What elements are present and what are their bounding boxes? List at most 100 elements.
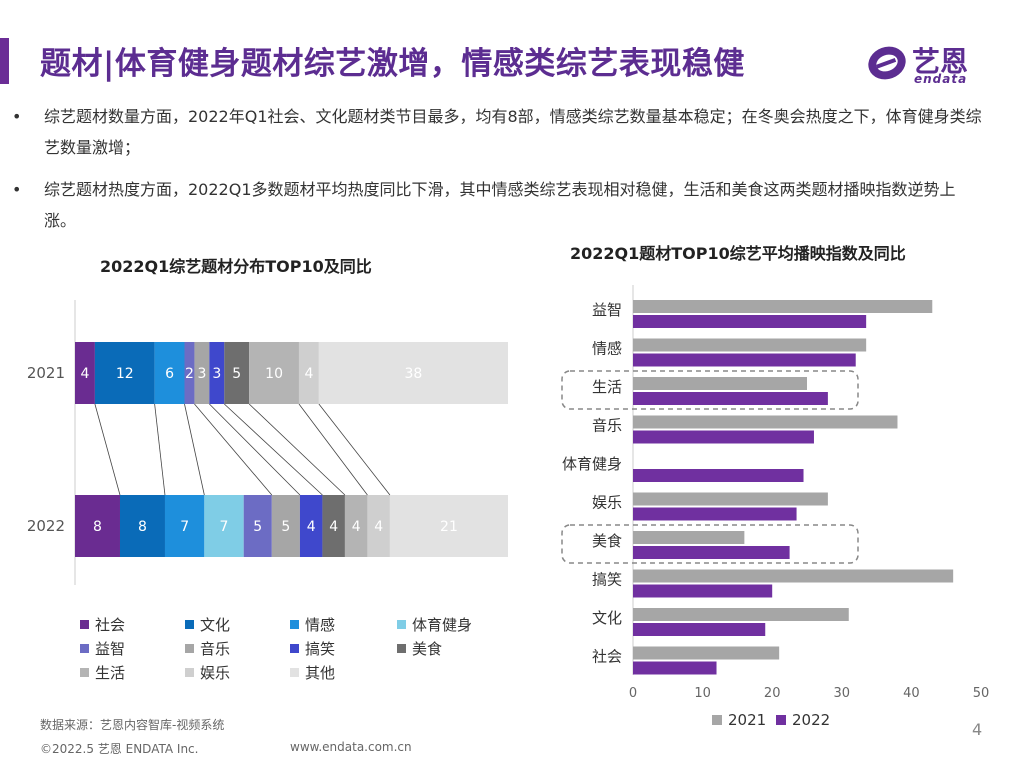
segment-value-label: 4 (307, 519, 316, 535)
stacked-bar-segment (194, 342, 210, 404)
segment-value-label: 12 (116, 366, 134, 382)
segment-value-label: 3 (197, 366, 206, 382)
topic-distribution-chart: 2021 4 12 6 2 3 3 5 10 4 382022 8 8 7 7 5 5 4 4 4 4 21社会 文化 情感体… (27, 300, 508, 682)
connector-line (298, 403, 368, 496)
legend-swatch (80, 644, 89, 653)
segment-value-label: 5 (253, 519, 262, 535)
highlight-box (561, 370, 859, 410)
legend-label: 娱乐 (200, 664, 230, 682)
legend-label: 社会 (95, 616, 125, 634)
x-tick-label: 10 (694, 686, 711, 701)
page-number: 4 (972, 720, 983, 739)
connector-line (184, 403, 205, 496)
stacked-bar-segment (318, 342, 508, 404)
category-label: 社会 (592, 648, 622, 666)
connector-line (154, 403, 166, 496)
stacked-bar-segment (298, 342, 319, 404)
legend-swatch (397, 620, 406, 629)
bar-2022 (633, 392, 828, 405)
category-label: 娱乐 (592, 494, 622, 512)
stacked-bar-segment (299, 495, 323, 557)
bar-2022 (633, 353, 856, 367)
segment-value-label: 4 (352, 519, 361, 535)
logo-english-text: endata (914, 72, 968, 86)
bar-2022 (633, 623, 766, 636)
page-title: 题材|体育健身题材综艺激增，情感类综艺表现稳健 (40, 46, 745, 82)
category-label: 体育健身 (562, 455, 622, 473)
legend-label: 2022 (792, 711, 830, 729)
category-label: 益智 (592, 301, 622, 319)
category-label: 情感 (592, 340, 622, 358)
x-tick-label: 40 (903, 686, 920, 701)
bullet-text-1: 综艺题材数量方面，2022年Q1社会、文化题材类节目最多，均有8部，情感类综艺数… (44, 107, 982, 157)
stacked-bar-segment (75, 495, 120, 557)
segment-value-label: 7 (220, 519, 229, 535)
stacked-bar-segment (75, 342, 95, 404)
bar-2021 (633, 300, 933, 313)
highlight-box (561, 524, 859, 564)
legend-swatch (290, 644, 299, 653)
segment-value-label: 7 (180, 519, 189, 535)
bar-2021 (633, 338, 867, 352)
legend-label: 生活 (95, 664, 125, 682)
bullet-marker: • (12, 107, 22, 126)
stacked-bar-segment (271, 495, 300, 557)
stacked-bar-segment (204, 495, 244, 557)
bar-2021 (633, 531, 745, 544)
segment-value-label: 2 (185, 366, 194, 382)
stacked-bar-segment (209, 342, 225, 404)
legend-swatch (80, 620, 89, 629)
bar-2022 (633, 507, 797, 521)
bar-2022 (633, 661, 717, 675)
bar-2022 (633, 584, 773, 598)
copyright-text: ©2022.5 艺恩 ENDATA Inc. (40, 742, 199, 756)
connector-line (248, 403, 346, 496)
segment-value-label: 6 (165, 366, 174, 382)
stacked-bar-segment (154, 342, 185, 404)
legend-swatch (185, 668, 194, 677)
segment-value-label: 3 (212, 366, 221, 382)
stacked-bar-segment (184, 342, 195, 404)
title-accent-bar (0, 38, 9, 84)
stacked-bar-segment (119, 495, 165, 557)
segment-value-label: 10 (265, 366, 283, 382)
legend-label: 其他 (305, 664, 335, 682)
stacked-bar-segment (164, 495, 205, 557)
segment-value-label: 38 (405, 366, 423, 382)
right-chart-title: 2022Q1题材TOP10综艺平均播映指数及同比 (570, 244, 906, 263)
row-label: 2021 (27, 364, 65, 382)
connector-line (94, 403, 121, 496)
segment-value-label: 21 (440, 519, 458, 535)
segment-value-label: 5 (281, 519, 290, 535)
left-chart-title: 2022Q1综艺题材分布TOP10及同比 (100, 257, 372, 276)
segment-value-label: 4 (329, 519, 338, 535)
stacked-bar-segment (344, 495, 368, 557)
legend-label: 体育健身 (412, 616, 472, 634)
segment-value-label: 8 (93, 519, 102, 535)
legend-swatch (397, 644, 406, 653)
category-label: 搞笑 (592, 571, 622, 589)
bar-2022 (633, 430, 814, 444)
legend-swatch (290, 668, 299, 677)
category-label: 文化 (592, 609, 622, 627)
legend-label: 美食 (412, 640, 442, 658)
row-label: 2022 (27, 517, 65, 535)
legend-label: 2021 (728, 711, 766, 729)
legend-label: 文化 (200, 616, 230, 634)
data-source-note: 数据来源：艺恩内容智库-视频系统 (40, 718, 225, 732)
stacked-bar-segment (243, 495, 272, 557)
category-label: 生活 (592, 378, 622, 396)
legend-swatch (712, 715, 722, 725)
bar-2021 (633, 415, 898, 429)
legend-swatch (776, 715, 786, 725)
stacked-bar-segment (94, 342, 155, 404)
bar-2021 (633, 569, 954, 583)
website-link[interactable]: www.endata.com.cn (290, 740, 412, 754)
connector-line (318, 403, 391, 496)
bar-2022 (633, 546, 790, 559)
connector-line (209, 403, 301, 496)
logo-chinese-text: 艺恩 (912, 45, 969, 78)
bar-2022 (633, 315, 867, 328)
bar-2022 (633, 469, 804, 482)
connector-line (224, 403, 323, 496)
